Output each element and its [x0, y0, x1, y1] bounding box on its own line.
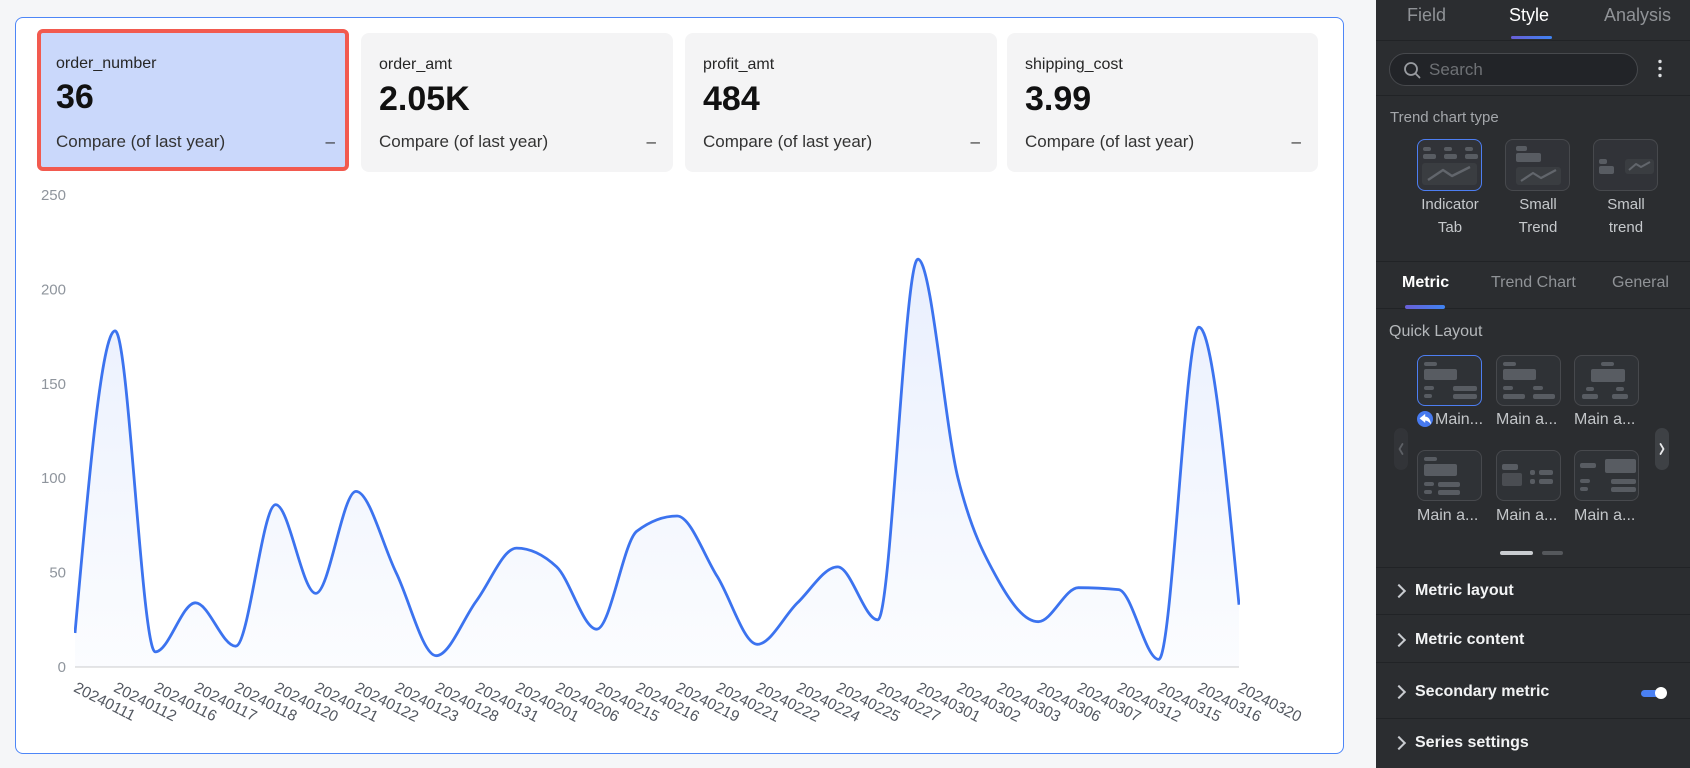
svg-text:50: 50 [49, 565, 66, 582]
svg-text:250: 250 [41, 187, 66, 204]
svg-text:100: 100 [41, 470, 66, 487]
svg-text:200: 200 [41, 281, 66, 298]
svg-text:0: 0 [58, 659, 66, 676]
svg-text:150: 150 [41, 376, 66, 393]
